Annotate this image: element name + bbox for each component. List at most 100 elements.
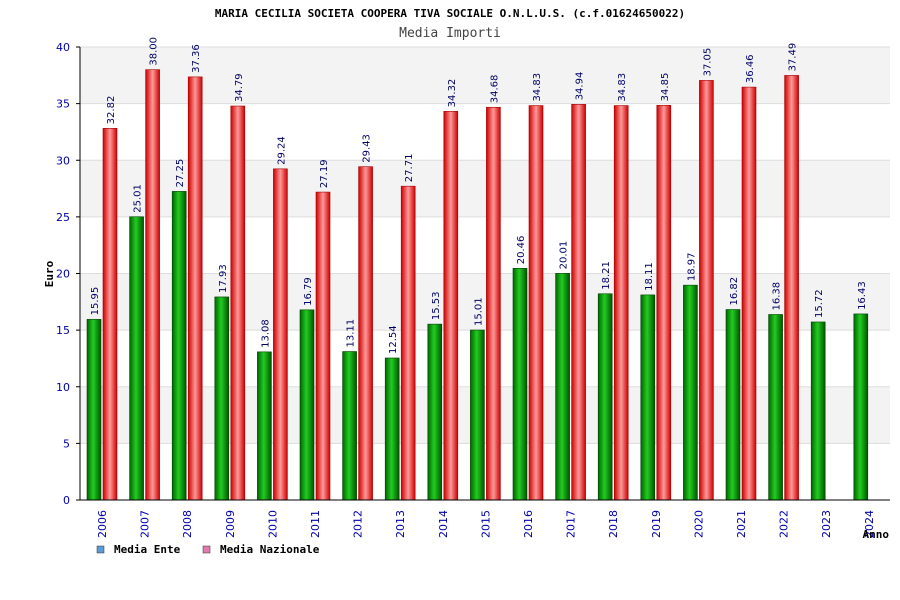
bar-media-ente-2014	[427, 323, 443, 501]
chart-texts: MARIA CECILIA SOCIETA COOPERA TIVA SOCIA…	[43, 7, 889, 541]
x-tick-label: 2009	[224, 510, 237, 538]
data-label-media-ente-2020: 18.97	[686, 253, 697, 282]
data-label-media-ente-2016: 20.46	[516, 236, 527, 265]
data-label-media-nazionale-2012: 29.43	[362, 134, 373, 163]
bar-media-ente-2010	[257, 351, 272, 501]
bar-media-ente-2007	[129, 216, 144, 501]
bar-media-nazionale-2006	[102, 128, 118, 501]
data-label-media-ente-2012: 13.11	[346, 319, 357, 348]
x-axis-label: Anno	[863, 528, 890, 541]
bar-media-ente-2018	[597, 293, 613, 501]
y-tick-label: 0	[63, 494, 70, 507]
bar-media-nazionale-2013	[400, 185, 416, 501]
data-label-media-ente-2006: 15.95	[90, 287, 101, 316]
bar-media-ente-2015	[470, 329, 485, 501]
data-label-media-nazionale-2015: 34.68	[489, 75, 500, 104]
x-tick-label: 2024	[863, 510, 876, 538]
x-tick-label: 2022	[778, 510, 791, 538]
bar-media-nazionale-2019	[656, 105, 672, 501]
data-label-media-nazionale-2013: 27.71	[404, 154, 415, 183]
bar-media-nazionale-2020	[699, 80, 714, 501]
legend-swatch-media-nazionale	[202, 545, 211, 554]
bar-media-nazionale-2007	[145, 69, 160, 501]
data-label-media-nazionale-2008: 37.36	[191, 44, 202, 73]
bar-media-ente-2024	[853, 313, 869, 501]
data-label-media-ente-2018: 18.21	[601, 261, 612, 290]
data-label-media-nazionale-2006: 32.82	[106, 96, 117, 125]
x-tick-label: 2007	[139, 510, 152, 538]
bar-media-ente-2013	[384, 357, 400, 501]
chart-subtitle: Media Importi	[399, 26, 501, 41]
bar-media-ente-2020	[683, 284, 698, 501]
x-tick-label: 2017	[565, 510, 578, 538]
bar-media-nazionale-2010	[273, 168, 288, 501]
bar-media-nazionale-2017	[571, 104, 586, 501]
data-label-media-ente-2009: 17.93	[218, 264, 229, 293]
data-label-media-nazionale-2010: 29.24	[276, 136, 287, 165]
data-label-media-nazionale-2011: 27.19	[319, 159, 330, 188]
data-label-media-ente-2023: 15.72	[814, 289, 825, 318]
y-tick-label: 40	[56, 41, 70, 54]
legend-swatch-media-ente	[96, 545, 105, 554]
x-tick-label: 2016	[522, 510, 535, 538]
x-tick-label: 2013	[394, 510, 407, 538]
chart-title: MARIA CECILIA SOCIETA COOPERA TIVA SOCIA…	[215, 7, 685, 20]
axes: 0 5 10 15 20 25 30 35 40 2006 2007 2008 2009 2010 2011…	[56, 41, 890, 538]
y-tick-label: 30	[56, 154, 70, 167]
data-label-media-ente-2024: 16.43	[857, 281, 868, 310]
data-label-media-nazionale-2009: 34.79	[234, 73, 245, 102]
x-tick-label: 2012	[352, 510, 365, 538]
bar-media-ente-2019	[640, 294, 656, 501]
x-tick-label: 2008	[181, 510, 194, 538]
bar-media-nazionale-2018	[613, 105, 629, 501]
x-tick-label: 2006	[96, 510, 109, 538]
data-label-media-nazionale-2016: 34.83	[532, 73, 543, 102]
data-label-media-nazionale-2022: 37.49	[788, 43, 799, 72]
y-tick-label: 10	[56, 381, 70, 394]
legend: Media Ente Media Nazionale	[96, 543, 320, 556]
x-tick-label: 2010	[266, 510, 279, 538]
data-label-media-nazionale-2007: 38.00	[149, 37, 160, 66]
y-tick-label: 20	[56, 268, 70, 281]
bar-media-ente-2016	[512, 267, 528, 501]
bars: 15.95 32.82 25.01 38.00 27.25 37.36 17.93 34.79…	[86, 37, 869, 501]
data-label-media-ente-2022: 16.38	[772, 282, 783, 311]
y-tick-label: 15	[56, 324, 70, 337]
data-label-media-nazionale-2017: 34.94	[575, 72, 586, 101]
data-label-media-nazionale-2020: 37.05	[702, 48, 713, 77]
data-label-media-nazionale-2019: 34.85	[660, 73, 671, 102]
bar-media-ente-2022	[768, 314, 783, 501]
data-label-media-ente-2014: 15.53	[431, 291, 442, 320]
x-tick-label: 2014	[437, 510, 450, 538]
data-label-media-ente-2013: 12.54	[388, 325, 399, 354]
bar-media-nazionale-2014	[443, 111, 459, 501]
data-label-media-nazionale-2021: 36.46	[745, 54, 756, 83]
bar-media-ente-2009	[214, 296, 230, 501]
y-tick-label: 35	[56, 98, 70, 111]
bar-media-nazionale-2022	[784, 75, 799, 501]
bar-media-ente-2006	[86, 319, 102, 501]
bar-media-ente-2012	[342, 351, 357, 501]
y-tick-label: 25	[56, 211, 70, 224]
bar-media-ente-2017	[555, 273, 570, 501]
data-label-media-ente-2015: 15.01	[473, 297, 484, 326]
bar-media-nazionale-2015	[486, 106, 501, 501]
bar-media-nazionale-2009	[230, 105, 246, 501]
bar-media-nazionale-2021	[741, 86, 757, 501]
bar-media-nazionale-2012	[358, 166, 373, 501]
data-label-media-ente-2007: 25.01	[133, 184, 144, 213]
bar-media-nazionale-2016	[528, 105, 544, 501]
data-label-media-ente-2010: 13.08	[260, 319, 271, 348]
data-label-media-nazionale-2018: 34.83	[617, 73, 628, 102]
legend-label-media-ente: Media Ente	[114, 543, 181, 556]
bar-media-ente-2021	[725, 309, 741, 501]
x-tick-label: 2020	[692, 510, 705, 538]
bar-media-nazionale-2011	[315, 191, 331, 501]
x-tick-label: 2018	[607, 510, 620, 538]
data-label-media-nazionale-2014: 34.32	[447, 79, 458, 108]
data-label-media-ente-2011: 16.79	[303, 277, 314, 306]
bar-media-ente-2008	[171, 191, 187, 501]
bar-media-ente-2011	[299, 309, 315, 501]
x-tick-label: 2019	[650, 510, 663, 538]
